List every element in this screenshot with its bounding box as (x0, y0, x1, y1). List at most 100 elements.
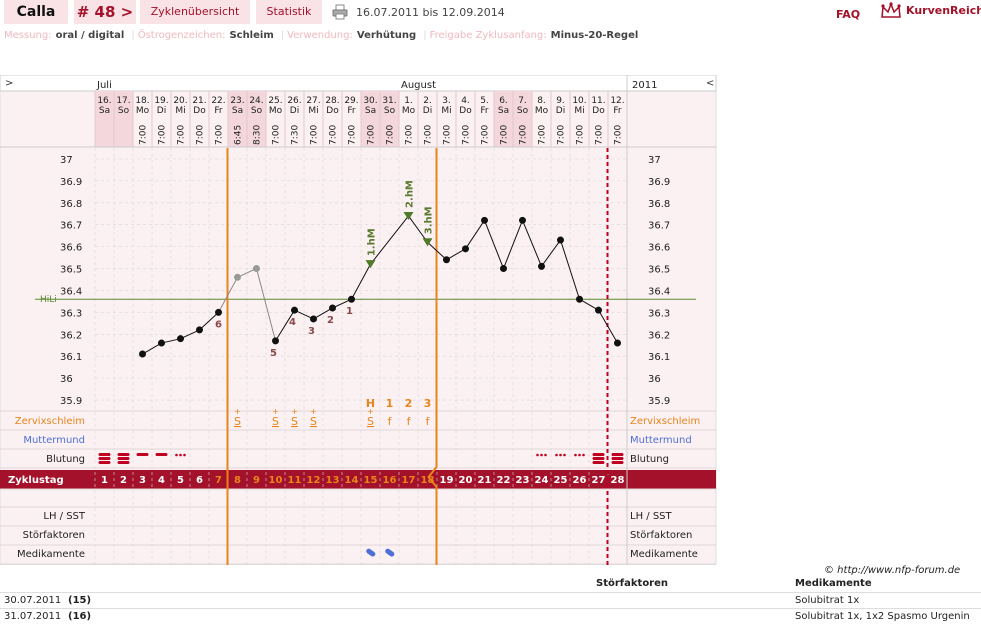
bleeding-heavy (611, 457, 624, 460)
temp-line-segment (351, 263, 371, 300)
day-weekday: Mi (441, 106, 451, 116)
temp-line-segment (408, 215, 428, 243)
measure-time: 7:00 (595, 125, 605, 145)
next-cycle-button[interactable]: < (706, 78, 714, 89)
bleeding-spotting (183, 453, 186, 457)
bleeding-heavy (98, 461, 111, 464)
printer-icon[interactable] (332, 4, 348, 20)
day-date: 3. (442, 96, 451, 106)
y-tick-label-right: 36.8 (648, 199, 670, 210)
high-measurement-label: 2.hM (405, 180, 416, 208)
y-tick-label: 36.3 (60, 308, 82, 319)
temp-line-segment (256, 268, 276, 341)
mucus-symbol: S (272, 415, 279, 428)
temp-line-segment (598, 309, 618, 344)
temp-point (291, 306, 298, 314)
day-weekday: Mo (269, 106, 283, 116)
top-bar: Calla # 48 > Zyklenübersicht Statistik 1… (0, 0, 981, 26)
day-weekday: Fr (214, 106, 223, 116)
day-date: 9. (556, 96, 565, 106)
bleeding-heavy (117, 461, 130, 464)
bleeding-spotting (563, 453, 566, 457)
notes-medication: Solubitrat 1x (795, 595, 860, 606)
temp-line-segment (427, 241, 447, 261)
bleeding-light (155, 453, 168, 456)
cycle-day-number: 9 (253, 475, 260, 486)
measure-label: Messung: (4, 30, 52, 41)
mucus-symbol: f (407, 415, 412, 428)
cycle-day-number: 18 (421, 475, 435, 486)
measure-time: 7:00 (500, 125, 510, 145)
bleeding-spotting (540, 453, 543, 457)
prev-cycle-button[interactable]: > (5, 78, 13, 89)
row-label-right-cervical-mucus: Zervixschleim (630, 416, 700, 427)
faq-link[interactable]: FAQ (836, 8, 861, 21)
cycle-settings-bar: Messung: oral / digital | Östrogenzeichen: S… (4, 30, 639, 41)
measure-time: 7:00 (139, 125, 149, 145)
row-label-disturbance: Störfaktoren (23, 530, 85, 541)
temp-line-segment (541, 239, 561, 267)
day-date: 19. (154, 96, 168, 106)
day-weekday: Di (423, 106, 432, 116)
cycle-day-bar (0, 470, 716, 489)
row-label-right-disturbance: Störfaktoren (630, 530, 692, 541)
crown-logo-icon (881, 2, 901, 18)
bleeding-heavy (117, 453, 130, 456)
measure-time: 7:00 (538, 125, 548, 145)
cycle-day-number: 5 (177, 475, 184, 486)
temp-point (348, 295, 355, 303)
weekend-shade (247, 91, 266, 147)
day-date: 24. (249, 96, 263, 106)
temp-point (139, 350, 146, 358)
day-weekday: Mo (402, 106, 416, 116)
measure-value: oral / digital (55, 30, 125, 41)
day-date: 4. (461, 96, 470, 106)
medication-pill-icon (366, 548, 376, 557)
cycle-day-number: 8 (234, 475, 241, 486)
y-tick-label: 36.5 (60, 265, 82, 276)
measure-time: 7:00 (367, 125, 377, 145)
temp-point (595, 306, 602, 314)
y-tick-label-right: 35.9 (648, 396, 670, 407)
day-date: 1. (404, 96, 413, 106)
mucus-plus-mark: + (272, 407, 279, 416)
temp-point (329, 304, 336, 312)
low-count-label: 4 (289, 317, 296, 328)
cycle-day-number: 26 (573, 475, 587, 486)
cycle-number-tab[interactable]: # 48 > (74, 0, 136, 24)
chart-background (0, 75, 717, 565)
bleeding-spotting (578, 453, 581, 457)
bleeding-heavy (611, 453, 624, 456)
y-tick-label-right: 36.7 (648, 221, 670, 232)
y-tick-label-right: 36.3 (648, 308, 670, 319)
y-tick-label-right: 36.9 (648, 177, 670, 188)
copyright-text: © http://www.nfp-forum.de (824, 565, 961, 576)
row-label-medication: Medikamente (17, 549, 85, 560)
date-range: 16.07.2011 bis 12.09.2014 (356, 6, 505, 19)
temp-point (614, 339, 621, 347)
temp-point (500, 265, 507, 273)
statistics-tab[interactable]: Statistik (256, 0, 322, 24)
temp-line-segment (503, 220, 523, 269)
user-name-tab[interactable]: Calla (4, 0, 68, 24)
bleeding-spotting (582, 453, 585, 457)
day-date: 22. (211, 96, 225, 106)
cycle-overview-tab[interactable]: Zyklenübersicht (140, 0, 250, 24)
row-label-right-bleeding: Blutung (630, 454, 669, 465)
temp-point (538, 262, 545, 270)
y-tick-label: 36.4 (60, 286, 82, 297)
high-measurement-label: 3.hM (424, 206, 435, 234)
row-label-right-cervix: Muttermund (630, 435, 692, 446)
row-label-cervix: Muttermund (23, 435, 85, 446)
temp-line-segment (370, 215, 409, 265)
notes-date: 31.07.2011 (4, 611, 62, 622)
day-weekday: Sa (498, 106, 509, 116)
measure-time: 7:00 (215, 125, 225, 145)
temp-point (158, 339, 165, 347)
mucus-plus-mark: + (234, 407, 241, 416)
mucus-symbol: f (388, 415, 393, 428)
measure-time: 7:00 (196, 125, 206, 145)
day-date: 7. (518, 96, 527, 106)
cycle-day-number: 22 (497, 475, 511, 486)
low-count-label: 6 (215, 319, 222, 330)
